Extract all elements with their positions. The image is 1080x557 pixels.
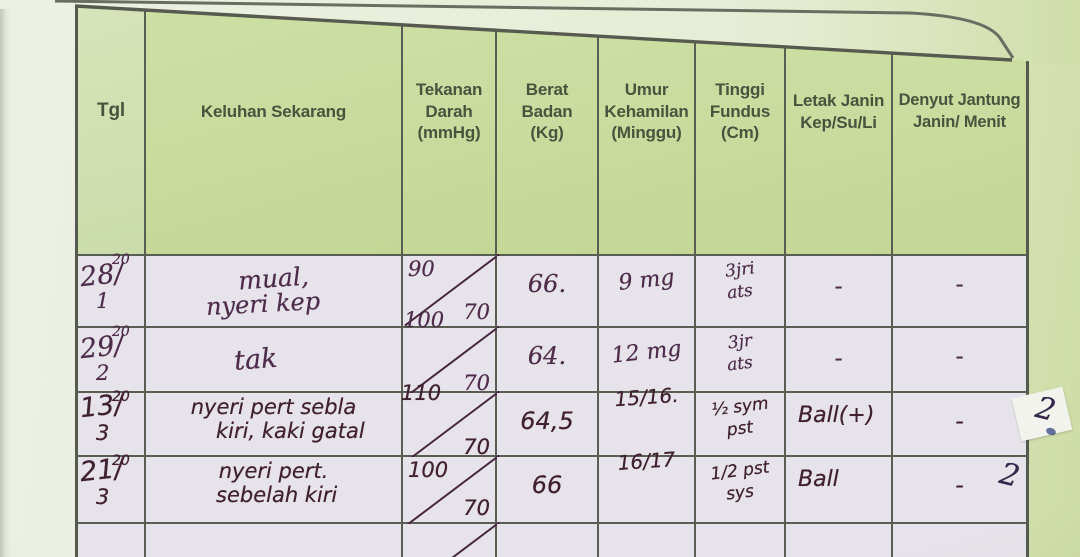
cell-date: 13/ 20 3 <box>78 389 144 455</box>
date-month: 3 <box>96 485 110 509</box>
cell-fetal-heart-rate: - <box>893 393 1026 455</box>
bp-diastolic: 70 <box>463 371 490 395</box>
fetal-position-value: - <box>834 272 843 300</box>
cell-weight: 64,5 <box>497 393 597 455</box>
bp-systolic: 110 <box>401 381 442 405</box>
date-month: 2 <box>96 361 110 385</box>
cell-fetal-position: - <box>786 256 891 326</box>
cell-date: 21/ 20 3 <box>78 453 144 522</box>
gestational-age-value: 15/16. <box>613 382 680 412</box>
col-header-berat-label: Berat Badan (Kg) <box>521 79 573 143</box>
col-header-tekanan-darah: Tekanan Darah (mmHg) <box>403 0 495 254</box>
anc-examination-table: Tgl Keluhan Sekarang Tekanan Darah (mmHg… <box>75 0 1029 557</box>
fetal-heart-rate-value: - <box>955 471 964 499</box>
cell-fetal-position: Ball <box>786 457 891 522</box>
cell-complaint: nyeri pert. sebelah kiri <box>146 457 401 522</box>
cell-fundal-height: ½ sym pst <box>696 393 784 455</box>
cell-gestational-age: 9 mg <box>599 256 694 326</box>
weight-value: 66. <box>527 270 567 298</box>
cell-date: 29/ 20 2 <box>78 324 144 391</box>
cell-fetal-heart-rate: - <box>893 256 1026 326</box>
cell-gestational-age: 12 mg <box>599 328 694 391</box>
bp-diastolic: 70 <box>463 496 490 520</box>
bp-systolic: 100 <box>404 308 445 332</box>
cell-blood-pressure: 90 70 <box>403 253 500 327</box>
col-header-tinggi-label: Tinggi Fundus (Cm) <box>709 79 771 143</box>
bp-systolic: 100 <box>408 458 449 482</box>
gestational-age-value: 12 mg <box>610 336 683 369</box>
cell-fetal-heart-rate <box>893 524 1026 557</box>
fetal-heart-rate-value: - <box>955 407 964 435</box>
cell-weight: 66 <box>497 457 597 522</box>
cell-complaint <box>146 524 401 557</box>
cell-fetal-heart-rate: - <box>893 328 1026 391</box>
col-header-keluhan: Keluhan Sekarang <box>146 0 401 254</box>
cell-gestational-age: 15/16. <box>599 383 694 455</box>
col-header-tgl-label: Tgl <box>97 100 125 122</box>
col-header-berat-badan: Berat Badan (Kg) <box>497 0 597 254</box>
cell-complaint: tak <box>146 328 401 391</box>
weight-value: 66 <box>531 471 563 499</box>
cell-fetal-position <box>786 524 891 557</box>
col-header-tekanan-label: Tekanan Darah (mmHg) <box>415 79 483 143</box>
fetal-heart-rate-value: - <box>955 270 964 298</box>
complaint-line2: nyeri kep <box>205 287 321 321</box>
date-year: 20 <box>112 324 130 340</box>
rounded-box-corner-line <box>54 0 1015 59</box>
date-year: 20 <box>112 252 130 268</box>
cell-fundal-height <box>696 524 784 557</box>
cell-weight: 64. <box>497 328 597 391</box>
fetal-position-value: Ball <box>798 467 839 492</box>
complaint-line2: sebelah kiri <box>216 483 338 507</box>
weight-value: 64. <box>527 342 567 370</box>
cell-weight <box>497 524 597 557</box>
bp-diastolic: 70 <box>463 435 490 459</box>
cell-fetal-position: - <box>786 328 891 391</box>
cell-blood-pressure: 110 70 <box>401 381 500 464</box>
cell-fetal-position: Ball(+) <box>786 393 891 455</box>
table-top-edge <box>0 0 1080 65</box>
col-header-letak-label: Letak Janin Kep/Su/Li <box>792 90 885 132</box>
cell-blood-pressure <box>403 521 500 557</box>
complaint-line2: kiri, kaki gatal <box>216 419 365 443</box>
date-month: 1 <box>96 289 110 313</box>
col-header-denyut-label: Denyut Jantung Janin/ Menit <box>898 91 1021 131</box>
complaint-line1: tak <box>233 342 279 377</box>
weight-value: 64,5 <box>520 407 574 435</box>
col-header-umur-label: Umur Kehamilan (Minggu) <box>604 79 689 143</box>
bp-systolic: 90 <box>408 257 435 281</box>
cell-complaint: nyeri pert sebla kiri, kaki gatal <box>146 393 401 455</box>
cell-fundal-height: 3jri ats <box>696 256 784 326</box>
date-year: 20 <box>112 389 130 405</box>
date-year: 20 <box>112 453 130 469</box>
cell-fundal-height: 3jr ats <box>696 328 784 391</box>
cell-fundal-height: 1/2 pst sys <box>696 457 784 522</box>
col-header-keluhan-label: Keluhan Sekarang <box>200 101 347 121</box>
fetal-position-value: - <box>834 344 843 372</box>
cell-fetal-heart-rate: - <box>893 457 1026 522</box>
cell-weight: 66. <box>497 256 597 326</box>
bp-slash-mark <box>404 521 500 557</box>
complaint-line1: nyeri pert sebla <box>190 395 357 419</box>
complaint-line1: nyeri pert. <box>218 459 329 483</box>
cell-date: 28/ 20 1 <box>78 252 144 326</box>
cell-blood-pressure: 100 70 <box>403 454 500 528</box>
bp-diastolic: 70 <box>463 300 490 324</box>
cell-blood-pressure: 100 70 <box>403 308 500 399</box>
cell-gestational-age <box>599 524 694 557</box>
col-header-tgl: Tgl <box>78 0 144 254</box>
fetal-heart-rate-value: - <box>955 342 964 370</box>
gestational-age-value: 9 mg <box>617 265 676 296</box>
gestational-age-value: 16/17 <box>616 447 677 475</box>
fetal-position-value: Ball(+) <box>798 403 875 428</box>
cell-gestational-age: 16/17 <box>599 447 694 522</box>
cell-complaint: mual, nyeri kep <box>146 256 401 326</box>
cell-date <box>78 524 144 557</box>
table-top-border-line <box>74 4 1013 62</box>
date-month: 3 <box>96 421 110 445</box>
